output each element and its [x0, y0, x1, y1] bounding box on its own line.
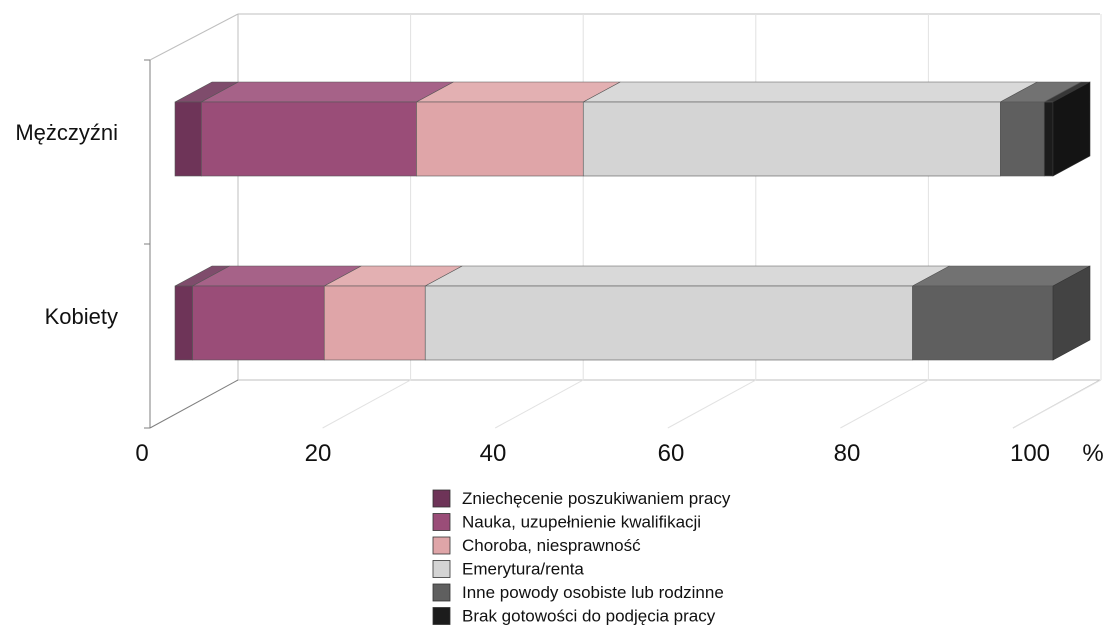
x-tick-label-100: 100: [1010, 440, 1050, 467]
legend: Zniechęcenie poszukiwaniem pracy Nauka, u…: [432, 489, 731, 626]
bar-segment-1-0: [174, 285, 193, 361]
legend-swatch-5: [432, 607, 451, 625]
floor-gridline-40: [494, 379, 584, 429]
x-tick-label-60: 60: [658, 440, 685, 467]
bar-segment-0-5: [1043, 101, 1054, 177]
bar-group-1: [174, 265, 1091, 361]
legend-swatch-0: [432, 489, 451, 508]
bar-segment-1-1: [192, 285, 325, 361]
floor-gridline-100: [1012, 379, 1102, 429]
floor-gridline-60: [667, 379, 757, 429]
bar-segment-0-4: [1000, 101, 1045, 177]
bar-side-0: [1052, 81, 1091, 177]
side-wall-top: [149, 13, 239, 61]
x-tick-label-40: 40: [480, 440, 507, 467]
category-labels: Mężczyźni Kobiety: [15, 120, 118, 329]
legend-label-0: Zniechęcenie poszukiwaniem pracy: [462, 489, 731, 508]
legend-swatch-3: [432, 560, 451, 578]
bar-segment-0-0: [174, 101, 202, 177]
bar-segment-0-1: [201, 101, 417, 177]
bars: [174, 81, 1091, 361]
bar-side-1: [1052, 265, 1091, 361]
bar-top-1-3: [425, 265, 950, 287]
floor-gridline-80: [840, 379, 929, 429]
category-label-0: Mężczyźni: [15, 120, 118, 145]
x-unit-label: %: [1082, 440, 1103, 467]
x-tick-label-0: 0: [135, 440, 148, 467]
legend-label-3: Emerytura/renta: [462, 560, 584, 579]
legend-swatch-4: [432, 583, 451, 602]
x-axis: 0 20 40 60 80 100%: [135, 440, 1103, 467]
floor-left-edge: [149, 379, 239, 429]
bar-segment-0-3: [582, 101, 1001, 177]
legend-label-5: Brak gotowości do podjęcia pracy: [462, 607, 716, 626]
x-tick-label-20: 20: [305, 440, 332, 467]
bar-top-0-3: [583, 81, 1038, 103]
bar-segment-0-2: [416, 101, 584, 177]
grid: [144, 13, 1102, 429]
bar-top-0-1: [201, 81, 454, 103]
legend-label-1: Nauka, uzupełnienie kwalifikacji: [462, 513, 701, 532]
bar-segment-1-2: [323, 285, 426, 361]
category-label-1: Kobiety: [45, 304, 118, 329]
x-tick-label-80: 80: [834, 440, 861, 467]
bar-segment-1-3: [424, 285, 913, 361]
bar-group-0: [174, 81, 1091, 177]
legend-label-2: Choroba, niesprawność: [462, 536, 641, 555]
bar-segment-1-4: [912, 285, 1054, 361]
legend-swatch-2: [432, 536, 451, 555]
floor-gridline-20: [322, 379, 411, 429]
legend-label-4: Inne powody osobiste lub rodzinne: [462, 583, 724, 602]
legend-swatch-1: [432, 513, 451, 531]
